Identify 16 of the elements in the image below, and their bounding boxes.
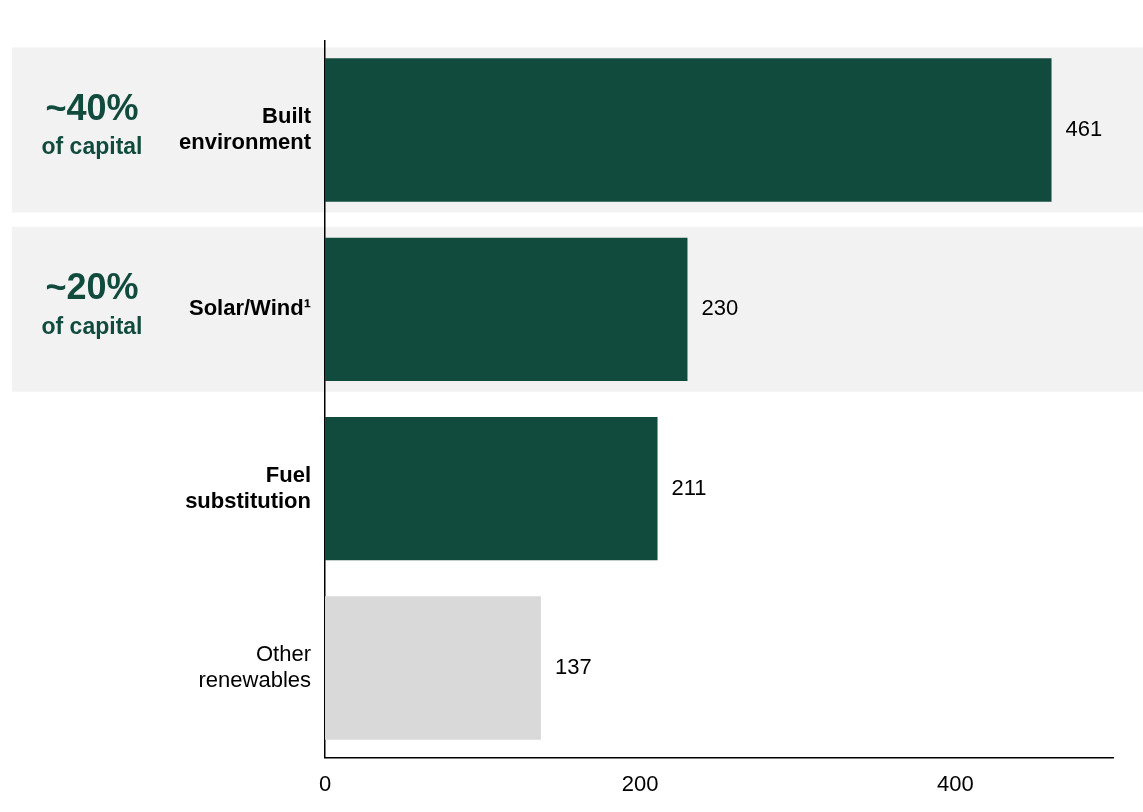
y-tick-label: Solar/Wind¹: [188, 295, 311, 321]
x-tick-label: 400: [937, 770, 974, 796]
band-label: ~40% of capital: [41, 86, 143, 160]
data-label: 137: [554, 654, 592, 680]
x-tick-label: 200: [621, 770, 659, 796]
band-label: ~20% of capital: [41, 266, 143, 339]
bar: [325, 596, 541, 740]
data-label: 230: [701, 295, 739, 321]
y-tick-label: Fuel substitution: [185, 461, 311, 513]
y-tick-label: Built environment: [178, 102, 312, 155]
data-label: 461: [1065, 116, 1103, 142]
bar: [325, 237, 688, 382]
x-tick-label: 0: [318, 770, 332, 796]
bar: [325, 416, 658, 561]
y-tick-label: Other renewables: [198, 640, 311, 693]
data-label: 211: [671, 474, 707, 500]
